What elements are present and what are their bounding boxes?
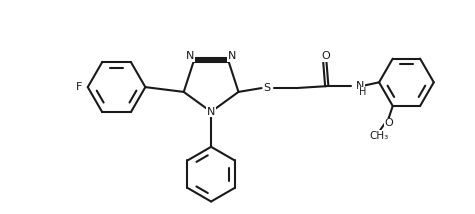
Text: N: N — [356, 81, 364, 91]
Text: N: N — [228, 51, 236, 61]
Text: N: N — [186, 51, 195, 61]
Text: CH₃: CH₃ — [370, 131, 389, 141]
Text: S: S — [264, 83, 271, 93]
Text: N: N — [207, 107, 215, 117]
Text: O: O — [322, 51, 330, 61]
Text: F: F — [76, 82, 82, 92]
Text: O: O — [385, 118, 393, 128]
Text: H: H — [359, 87, 366, 97]
